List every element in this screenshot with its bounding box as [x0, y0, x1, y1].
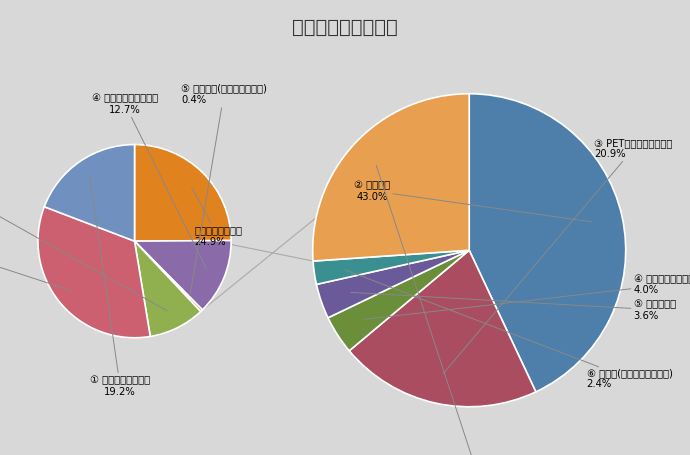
Text: ⑤ 危険ごみ(刃物、ライター)
0.4%: ⑤ 危険ごみ(刃物、ライター) 0.4%	[181, 84, 267, 295]
Text: ① 硬質プラスチック
19.2%: ① 硬質プラスチック 19.2%	[90, 179, 150, 397]
Wedge shape	[317, 250, 469, 318]
Text: ④ スプレー缶･電池類
4.0%: ④ スプレー缶･電池類 4.0%	[364, 274, 690, 319]
Wedge shape	[135, 241, 231, 310]
Text: ④ 陶磁器･ガラス製品
12.7%: ④ 陶磁器･ガラス製品 12.7%	[92, 93, 206, 269]
Wedge shape	[135, 241, 201, 336]
Wedge shape	[349, 250, 536, 407]
Wedge shape	[328, 250, 469, 351]
Wedge shape	[38, 207, 150, 338]
Text: 不燃ごみ内訳（％）: 不燃ごみ内訳（％）	[292, 18, 398, 37]
Text: 不燃ごみ対象外品
24.9%: 不燃ごみ対象外品 24.9%	[192, 187, 242, 247]
Wedge shape	[469, 94, 626, 392]
Wedge shape	[313, 250, 469, 284]
Wedge shape	[44, 145, 135, 241]
Text: ① 飲料缶･ガラスびん
26.1%: ① 飲料缶･ガラスびん 26.1%	[376, 165, 510, 455]
Wedge shape	[313, 94, 469, 261]
Wedge shape	[135, 241, 202, 312]
Wedge shape	[135, 145, 231, 241]
Text: ⑥ 蛍光管(割れていないもの)
2.4%: ⑥ 蛍光管(割れていないもの) 2.4%	[345, 270, 673, 389]
Text: ③ PET･プラ製容器包装
20.9%: ③ PET･プラ製容器包装 20.9%	[444, 138, 673, 374]
Text: ⑤ 処理困難物
3.6%: ⑤ 処理困難物 3.6%	[351, 293, 676, 320]
Text: ② その他 不燃ごみ
33.4%: ② その他 不燃ごみ 33.4%	[0, 240, 70, 290]
Text: ③ 小型家電に該当しない
家電製品
9.4%: ③ 小型家電に該当しない 家電製品 9.4%	[0, 168, 167, 311]
Text: ② 可燃ごみ
43.0%: ② 可燃ごみ 43.0%	[354, 180, 592, 222]
